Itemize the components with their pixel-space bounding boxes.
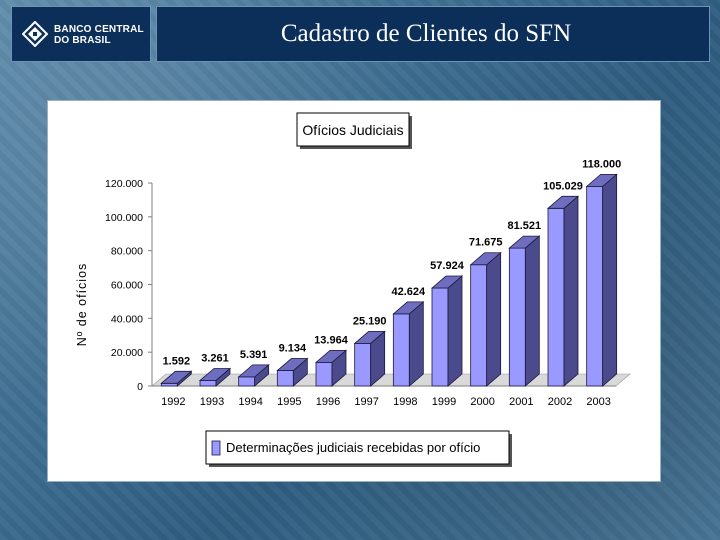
slide-title: Cadastro de Clientes do SFN (280, 20, 572, 47)
bar-side (408, 301, 424, 387)
x-tick-label: 1993 (200, 396, 224, 408)
banco-central-symbol-icon (22, 21, 48, 47)
y-axis-label: Nº de ofícios (75, 263, 89, 347)
chart-title-box: Ofícios Judiciais (296, 112, 412, 149)
bar-top (546, 195, 580, 209)
bar-front (238, 376, 256, 387)
bar (353, 330, 386, 387)
bar-side (524, 235, 540, 387)
bar-top (469, 252, 502, 266)
bar-top (508, 235, 541, 249)
data-label: 118.000 (582, 158, 621, 170)
data-label: 13.964 (314, 334, 349, 346)
x-tick-label: 2003 (586, 396, 610, 408)
chart-panel: 0 20.000 40.000 60.000 80.000 100.000 120.000 N… (48, 101, 660, 481)
bar-top (160, 370, 193, 384)
bar (469, 251, 502, 387)
bar-front (586, 185, 604, 387)
bar-front (431, 287, 449, 387)
bar (276, 357, 309, 387)
bar (314, 349, 348, 387)
slide-header: BANCO CENTRAL DO BRASIL Cadastro de Clie… (0, 0, 720, 62)
bar (198, 367, 232, 387)
bar-side (486, 251, 502, 387)
bar-top (198, 368, 232, 381)
bar-front (470, 264, 488, 387)
y-tick-label: 20.000 (111, 347, 143, 359)
x-tick-label: 1998 (393, 396, 417, 408)
data-label: 5.391 (240, 349, 268, 361)
chart-title-frame (296, 112, 410, 147)
bar (430, 275, 464, 387)
y-tick-label: 0 (137, 381, 143, 393)
bar-top (237, 364, 270, 378)
bar-front (508, 247, 526, 387)
y-tick-label: 80.000 (111, 246, 143, 258)
brand-logo: BANCO CENTRAL DO BRASIL (11, 6, 151, 62)
y-tick-label: 40.000 (111, 313, 143, 325)
data-label: 3.261 (201, 352, 229, 364)
x-tick-label: 2002 (548, 396, 572, 408)
bar-front (354, 342, 372, 387)
data-label: 81.521 (508, 220, 542, 232)
brand-line-1: BANCO CENTRAL (54, 24, 144, 35)
data-label: 1.592 (163, 355, 191, 367)
x-tick-label: 2001 (509, 396, 533, 408)
title-bar: Cadastro de Clientes do SFN (156, 6, 710, 62)
data-label: 9.134 (279, 343, 307, 355)
data-label: 42.624 (392, 286, 427, 298)
bar-side (447, 275, 463, 387)
bar-side (563, 195, 579, 387)
data-label: 71.675 (469, 237, 503, 249)
bar (508, 235, 541, 387)
data-label: 105.029 (543, 180, 583, 192)
x-tick-label: 1994 (238, 396, 262, 408)
x-tick-label: 2000 (470, 396, 494, 408)
bar-front (160, 382, 178, 387)
bar-top (314, 349, 348, 363)
bar-chart: 0 20.000 40.000 60.000 80.000 100.000 120.000 N… (75, 112, 631, 467)
x-tick-label: 1999 (432, 396, 456, 408)
data-label: 25.190 (353, 315, 387, 327)
y-tick-label: 60.000 (111, 280, 143, 292)
bar-top (430, 275, 464, 289)
bar (160, 370, 193, 387)
x-tick-label: 1997 (354, 396, 378, 408)
bar (392, 301, 425, 387)
x-tick-label: 1992 (161, 396, 185, 408)
y-tick-label: 120.000 (105, 178, 143, 190)
y-tick-label: 100.000 (105, 212, 143, 224)
x-tick-label: 1996 (316, 396, 340, 408)
bar (237, 364, 270, 387)
bar-front (315, 361, 333, 387)
legend-label: Determinações judiciais recebidas por of… (226, 440, 480, 455)
x-tick-label: 1995 (277, 396, 301, 408)
bar-top (276, 358, 309, 371)
legend-frame (205, 430, 510, 465)
bar-front (276, 370, 294, 387)
bar-front (199, 380, 217, 387)
bar-side (602, 173, 618, 387)
bar-front (392, 313, 410, 387)
bar (585, 173, 618, 387)
bar-front (547, 207, 565, 387)
legend-swatch (211, 440, 221, 456)
brand-line-2: DO BRASIL (54, 35, 111, 46)
legend: Determinações judiciais recebidas por of… (205, 430, 512, 467)
bar-top (353, 330, 386, 344)
bar-top (585, 173, 618, 187)
bar (546, 195, 580, 387)
bar-top (392, 301, 425, 315)
chart-title: Ofícios Judiciais (302, 122, 403, 138)
data-label: 57.924 (430, 260, 465, 272)
